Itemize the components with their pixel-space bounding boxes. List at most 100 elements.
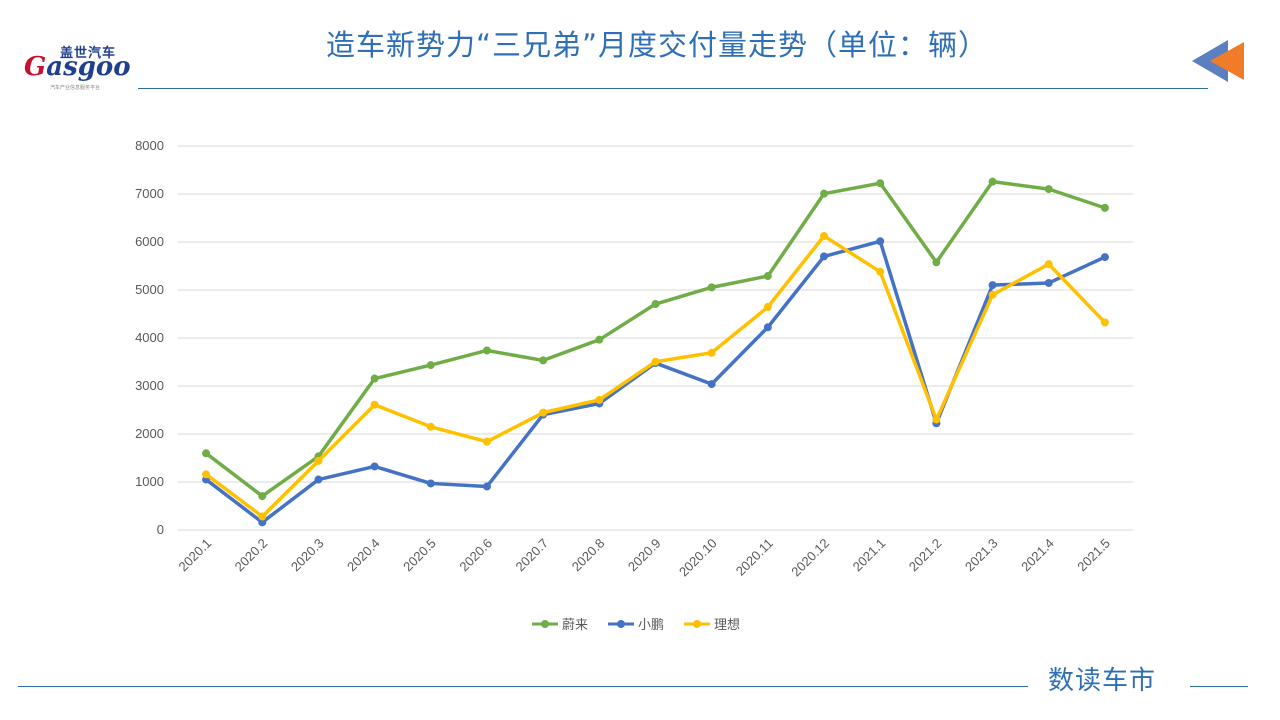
data-point [314, 456, 323, 465]
data-point [932, 415, 941, 424]
data-point [1044, 185, 1053, 194]
data-point [426, 361, 435, 370]
series-line [204, 239, 1107, 525]
x-tick-label: 2020.3 [288, 536, 327, 575]
legend-label: 理想 [714, 617, 740, 633]
footer-brand: 数读车市 [1048, 666, 1157, 696]
series-1 [202, 237, 1109, 527]
legend-item: 蔚来 [532, 618, 588, 633]
logo-letters-rest: asgoo [46, 52, 131, 82]
data-point [1100, 318, 1109, 327]
data-point [482, 482, 491, 491]
data-point [763, 272, 772, 281]
logo-tagline: 汽车产业信息服务平台 [50, 85, 101, 91]
data-point [370, 374, 379, 383]
logo-chinese-name: 盖世汽车 [60, 46, 117, 61]
y-tick-label: 0 [157, 522, 164, 537]
data-point [370, 462, 379, 471]
data-point [988, 281, 997, 290]
data-point [651, 357, 660, 366]
data-point [932, 258, 941, 267]
x-tick-label: 2020.9 [625, 536, 664, 575]
x-tick-label: 2021.2 [906, 536, 945, 575]
data-point [988, 177, 997, 186]
data-point [426, 422, 435, 431]
data-point [482, 346, 491, 355]
grid-lines [178, 145, 1133, 531]
data-point [370, 400, 379, 409]
x-tick-label: 2020.10 [676, 536, 720, 580]
data-point [876, 267, 885, 276]
y-tick-label: 4000 [135, 330, 164, 345]
x-tick-label: 2020.11 [733, 536, 776, 579]
x-tick-label: 2020.5 [400, 536, 439, 575]
series-0 [202, 177, 1109, 501]
x-tick-label: 2020.2 [232, 536, 271, 575]
data-point [595, 395, 604, 404]
x-axis: 2020.1 2020.2 2020.3 2020.4 2020.5 2020.6 2020… [175, 536, 1113, 580]
data-point [539, 356, 548, 365]
legend-swatch-marker [693, 620, 701, 628]
x-tick-label: 2020.7 [513, 536, 552, 575]
legend-item: 小鹏 [608, 618, 664, 633]
data-point [482, 437, 491, 446]
data-point [539, 408, 548, 417]
data-point [651, 300, 660, 309]
y-tick-label: 5000 [135, 282, 164, 297]
x-tick-label: 2020.1 [175, 536, 214, 575]
x-tick-label: 2021.1 [850, 536, 889, 575]
y-tick-label: 8000 [135, 138, 164, 153]
data-point [595, 335, 604, 344]
footer-divider-left [18, 686, 1028, 687]
x-tick-label: 2020.6 [456, 536, 495, 575]
logo-english-name: Gasgoo [24, 52, 131, 82]
x-tick-label: 2020.12 [788, 536, 832, 580]
data-point [314, 475, 323, 484]
data-point [876, 237, 885, 246]
series-2 [202, 231, 1109, 521]
data-point [258, 512, 267, 521]
x-tick-label: 2021.5 [1074, 536, 1113, 575]
data-point [763, 323, 772, 332]
data-point [426, 479, 435, 488]
y-tick-label: 7000 [135, 186, 164, 201]
legend-label: 蔚来 [562, 618, 588, 633]
data-point [876, 179, 885, 188]
data-point [707, 380, 716, 389]
data-point [820, 189, 829, 198]
data-point [1100, 203, 1109, 212]
y-tick-label: 1000 [135, 474, 164, 489]
data-point [820, 252, 829, 261]
footer-divider-right [1190, 686, 1248, 687]
y-tick-label: 6000 [135, 234, 164, 249]
data-point [707, 283, 716, 292]
data-point [1044, 260, 1053, 269]
data-point [258, 518, 267, 527]
series-lines [202, 177, 1109, 527]
data-point [258, 492, 267, 501]
logo-letter-g: G [24, 52, 47, 82]
data-point [202, 449, 211, 458]
data-point [707, 348, 716, 357]
data-point [988, 290, 997, 299]
legend-swatch-marker [541, 620, 549, 628]
y-tick-label: 2000 [135, 426, 164, 441]
data-point [820, 231, 829, 240]
x-tick-label: 2020.4 [344, 536, 383, 575]
legend: 蔚来 小鹏 理想 [532, 617, 740, 633]
x-tick-label: 2021.4 [1018, 536, 1057, 575]
y-tick-label: 3000 [135, 378, 164, 393]
gasgoo-logo: 盖世汽车 Gasgoo 汽车产业信息服务平台 [20, 40, 140, 92]
corner-arrows-icon [1192, 40, 1244, 82]
y-axis: 0 1000 2000 3000 4000 5000 6000 7000 8000 [135, 138, 164, 537]
legend-swatch-marker [617, 620, 625, 628]
arrow-orange-icon [1210, 42, 1244, 80]
legend-label: 小鹏 [638, 618, 664, 633]
x-tick-label: 2021.3 [962, 536, 1001, 575]
data-point [202, 470, 211, 479]
page-title: 造车新势力“三兄弟”月度交付量走势（单位：辆） [326, 28, 989, 62]
data-point [763, 302, 772, 311]
header-divider [138, 88, 1208, 89]
